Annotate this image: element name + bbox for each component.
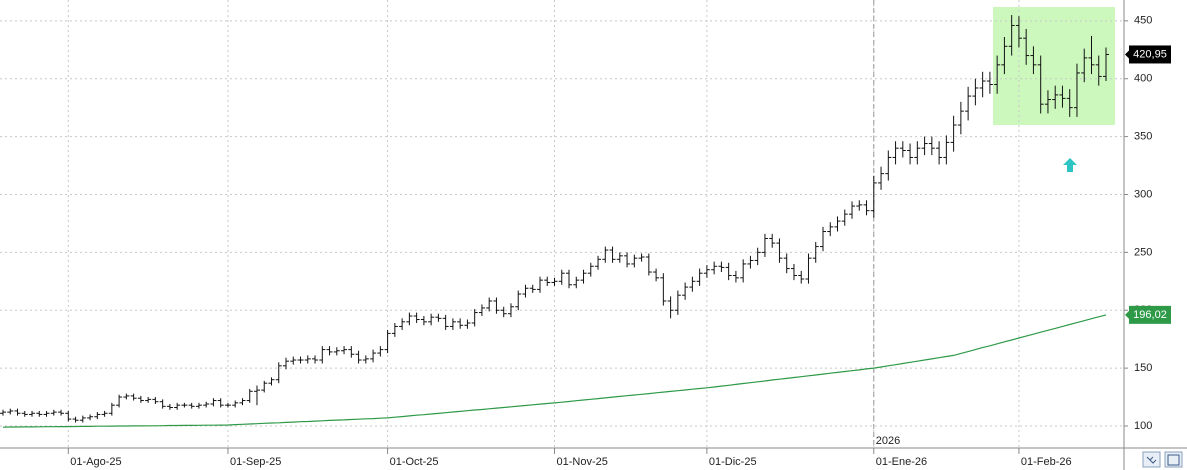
- zoom-icon: [1146, 456, 1157, 464]
- y-tick-label: 450: [1134, 15, 1152, 27]
- x-tick-label: 01-Ene-26: [876, 456, 927, 468]
- zoom-button[interactable]: [1142, 451, 1161, 468]
- y-tick-label: 350: [1134, 131, 1152, 143]
- save-icon: [1167, 454, 1180, 466]
- last-value-box: [1129, 305, 1171, 324]
- y-tick-label: 400: [1134, 73, 1152, 85]
- y-tick-label: 250: [1134, 246, 1152, 258]
- up-arrow: [1063, 158, 1077, 172]
- x-tick-label: 01-Sep-25: [230, 456, 281, 468]
- y-tick-label: 100: [1134, 420, 1152, 432]
- y-tick-label: 150: [1134, 362, 1152, 374]
- last-value-pointer: [1125, 50, 1129, 59]
- line-series: [2, 314, 1107, 428]
- y-tick-label: 300: [1134, 188, 1152, 200]
- x-tick-label: 01-Nov-25: [557, 456, 608, 468]
- last-value-label: 196,02: [1133, 309, 1167, 321]
- last-value-pointer: [1125, 310, 1129, 319]
- last-value-label: 420,95: [1133, 48, 1167, 60]
- highlight-zone: [993, 7, 1115, 125]
- x-tick-label: 01-Dic-25: [709, 456, 757, 468]
- year-label: 2026: [876, 435, 900, 447]
- x-tick-label: 01-Ago-25: [70, 456, 121, 468]
- plot-underlay: [0, 0, 1124, 448]
- last-value-box: [1129, 45, 1171, 64]
- save-button[interactable]: [1164, 451, 1183, 468]
- x-tick-label: 01-Feb-26: [1021, 456, 1072, 468]
- corner-buttons[interactable]: [1142, 451, 1183, 468]
- x-tick-label: 01-Oct-25: [390, 456, 439, 468]
